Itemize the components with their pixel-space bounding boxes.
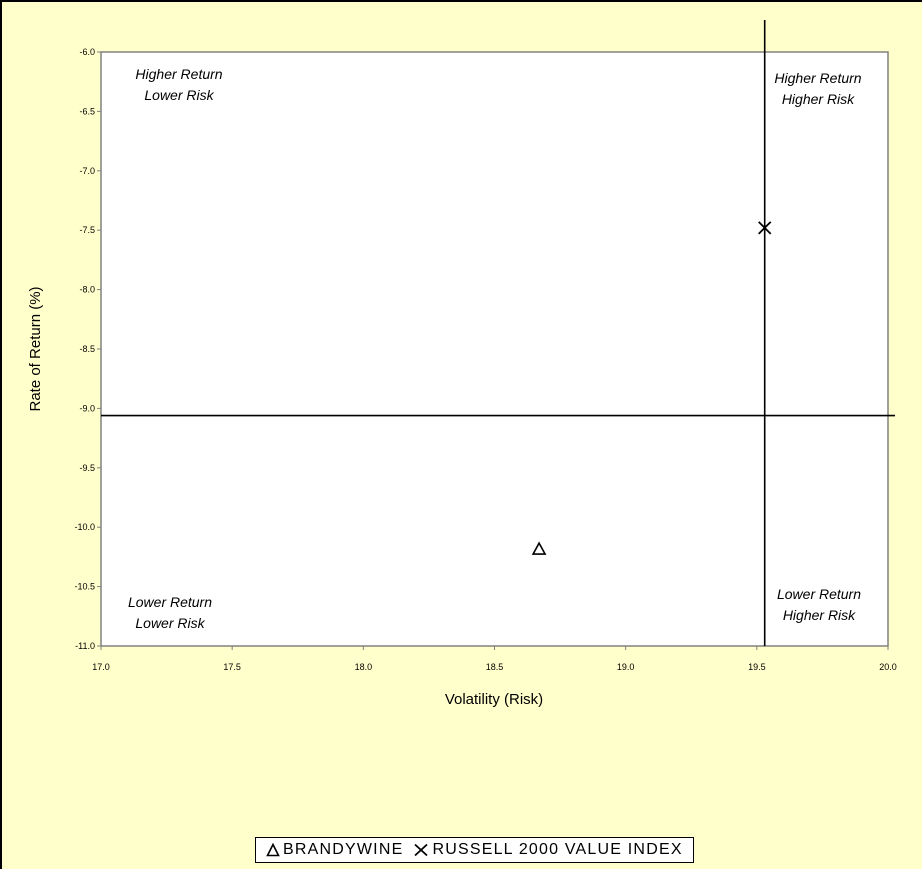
plot-area <box>100 51 889 647</box>
x-tick-label: 18.0 <box>355 662 373 672</box>
y-axis-title: Rate of Return (%) <box>27 286 44 411</box>
x-axis-title: Volatility (Risk) <box>445 691 543 708</box>
y-tick-label: -11.0 <box>75 641 95 651</box>
quadrant-label-bottom-left: Lower Return Lower Risk <box>128 594 212 631</box>
y-tick-label: -7.0 <box>79 166 95 176</box>
quadrant-label-top-right: Higher Return Higher Risk <box>774 70 861 107</box>
x-tick-label: 19.5 <box>748 662 766 672</box>
data-point-russell-2000-value-index <box>758 221 772 235</box>
y-tick-label: -10.5 <box>74 582 95 592</box>
y-tick-label: -9.5 <box>79 463 95 473</box>
x-marker-icon <box>414 843 429 857</box>
data-point-brandywine <box>531 541 547 555</box>
x-tick-label: 19.0 <box>617 662 635 672</box>
y-tick-label: -8.0 <box>79 285 95 295</box>
y-tick-label: -10.0 <box>74 522 95 532</box>
y-tick-label: -6.5 <box>79 106 95 116</box>
y-tick-label: -8.5 <box>79 344 95 354</box>
quadrant-label-bottom-right: Lower Return Higher Risk <box>777 586 861 623</box>
x-tick-label: 18.5 <box>486 662 504 672</box>
y-tick-label: -6.0 <box>79 47 95 57</box>
legend-entry-russell: RUSSELL 2000 VALUE INDEX <box>413 841 682 859</box>
legend-entry-brandywine: BRANDYWINE <box>266 841 403 859</box>
legend-label-brandywine: BRANDYWINE <box>283 841 404 858</box>
y-tick-label: -9.0 <box>79 403 95 413</box>
quadrant-label-top-left: Higher Return Lower Risk <box>135 66 222 103</box>
triangle-marker-icon <box>266 843 280 857</box>
x-tick-label: 17.0 <box>92 662 110 672</box>
y-tick-label: -7.5 <box>79 225 95 235</box>
x-tick-label: 17.5 <box>223 662 241 672</box>
legend-label-russell: RUSSELL 2000 VALUE INDEX <box>432 841 683 858</box>
x-tick-label: 20.0 <box>879 662 897 672</box>
legend: BRANDYWINE RUSSELL 2000 VALUE INDEX <box>255 837 694 863</box>
